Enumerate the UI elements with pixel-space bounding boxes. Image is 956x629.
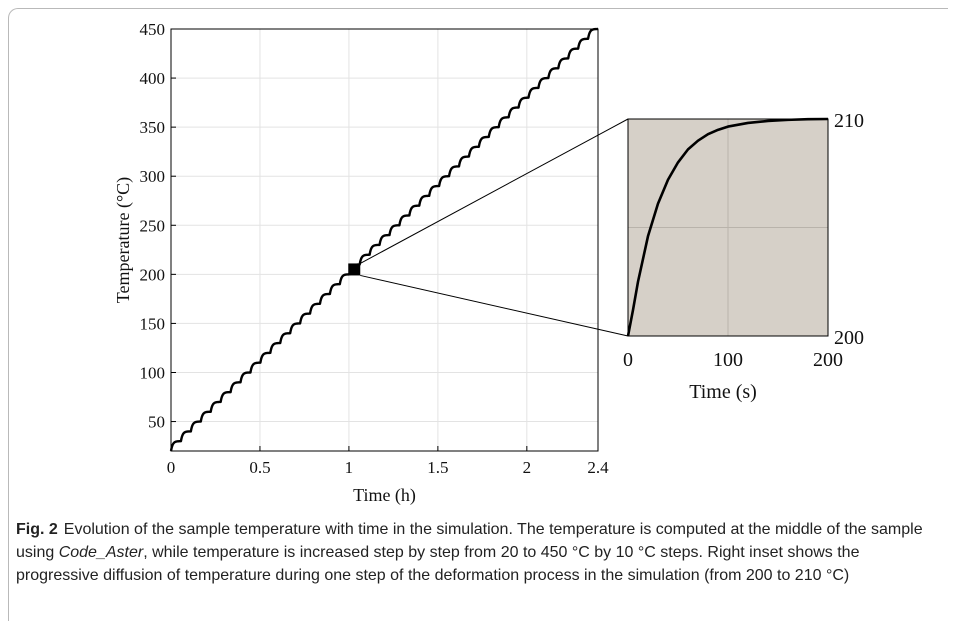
y-tick-label: 100 [140, 363, 166, 382]
inset-x-tick-label: 200 [813, 349, 843, 371]
inset-series-line [626, 117, 829, 337]
main-chart: 0 0.5 1 1.5 2 2.4 50 100 150 200 250 300 350 400 450 Ti… [113, 20, 609, 506]
y-tick-label: 300 [140, 167, 166, 186]
caption-label: Fig. 2 [16, 521, 58, 538]
temperature-series-line [169, 27, 599, 452]
y-tick-label: 400 [140, 69, 166, 88]
x-tick-label: 2 [523, 458, 532, 477]
y-tick-label: 50 [148, 413, 165, 432]
x-axis-label: Time (h) [353, 485, 416, 506]
x-tick-label: 0.5 [249, 458, 270, 477]
x-tick-label: 1.5 [427, 458, 448, 477]
inset-y-tick-label: 210 [834, 110, 864, 132]
caption-italic: Code_Aster [58, 544, 144, 561]
y-tick-label: 150 [140, 314, 166, 333]
figure-frame [8, 8, 948, 621]
figure-caption: Fig. 2 Evolution of the sample temperatur… [16, 518, 936, 587]
connector-line-bottom [360, 274, 629, 337]
inset-y-tick-label: 200 [834, 327, 864, 349]
plot-area [171, 29, 598, 451]
highlight-marker [348, 263, 361, 276]
y-tick-label: 450 [140, 20, 166, 39]
caption-text-2: , while temperature is increased step by… [16, 544, 860, 584]
y-tick-label: 250 [140, 216, 166, 235]
inset-x-axis-label: Time (s) [689, 381, 757, 403]
y-axis-label: Temperature (°C) [113, 177, 134, 303]
inset-x-tick-label: 100 [713, 349, 743, 371]
x-tick-label: 2.4 [587, 458, 609, 477]
y-tick-label: 350 [140, 118, 166, 137]
connector-line-top [360, 118, 629, 264]
y-tick-label: 200 [140, 265, 166, 284]
caption-text-1: Evolution of the sample temperature with… [16, 521, 923, 561]
plot-border [170, 28, 599, 452]
figure-svg: 0 0.5 1 1.5 2 2.4 50 100 150 200 250 300 350 400 450 Ti… [113, 20, 864, 506]
x-tick-label: 1 [345, 458, 354, 477]
x-tick-label: 0 [167, 458, 176, 477]
inset-border [627, 118, 829, 337]
inset-x-tick-label: 0 [623, 349, 633, 371]
zoom-connectors [360, 118, 629, 337]
